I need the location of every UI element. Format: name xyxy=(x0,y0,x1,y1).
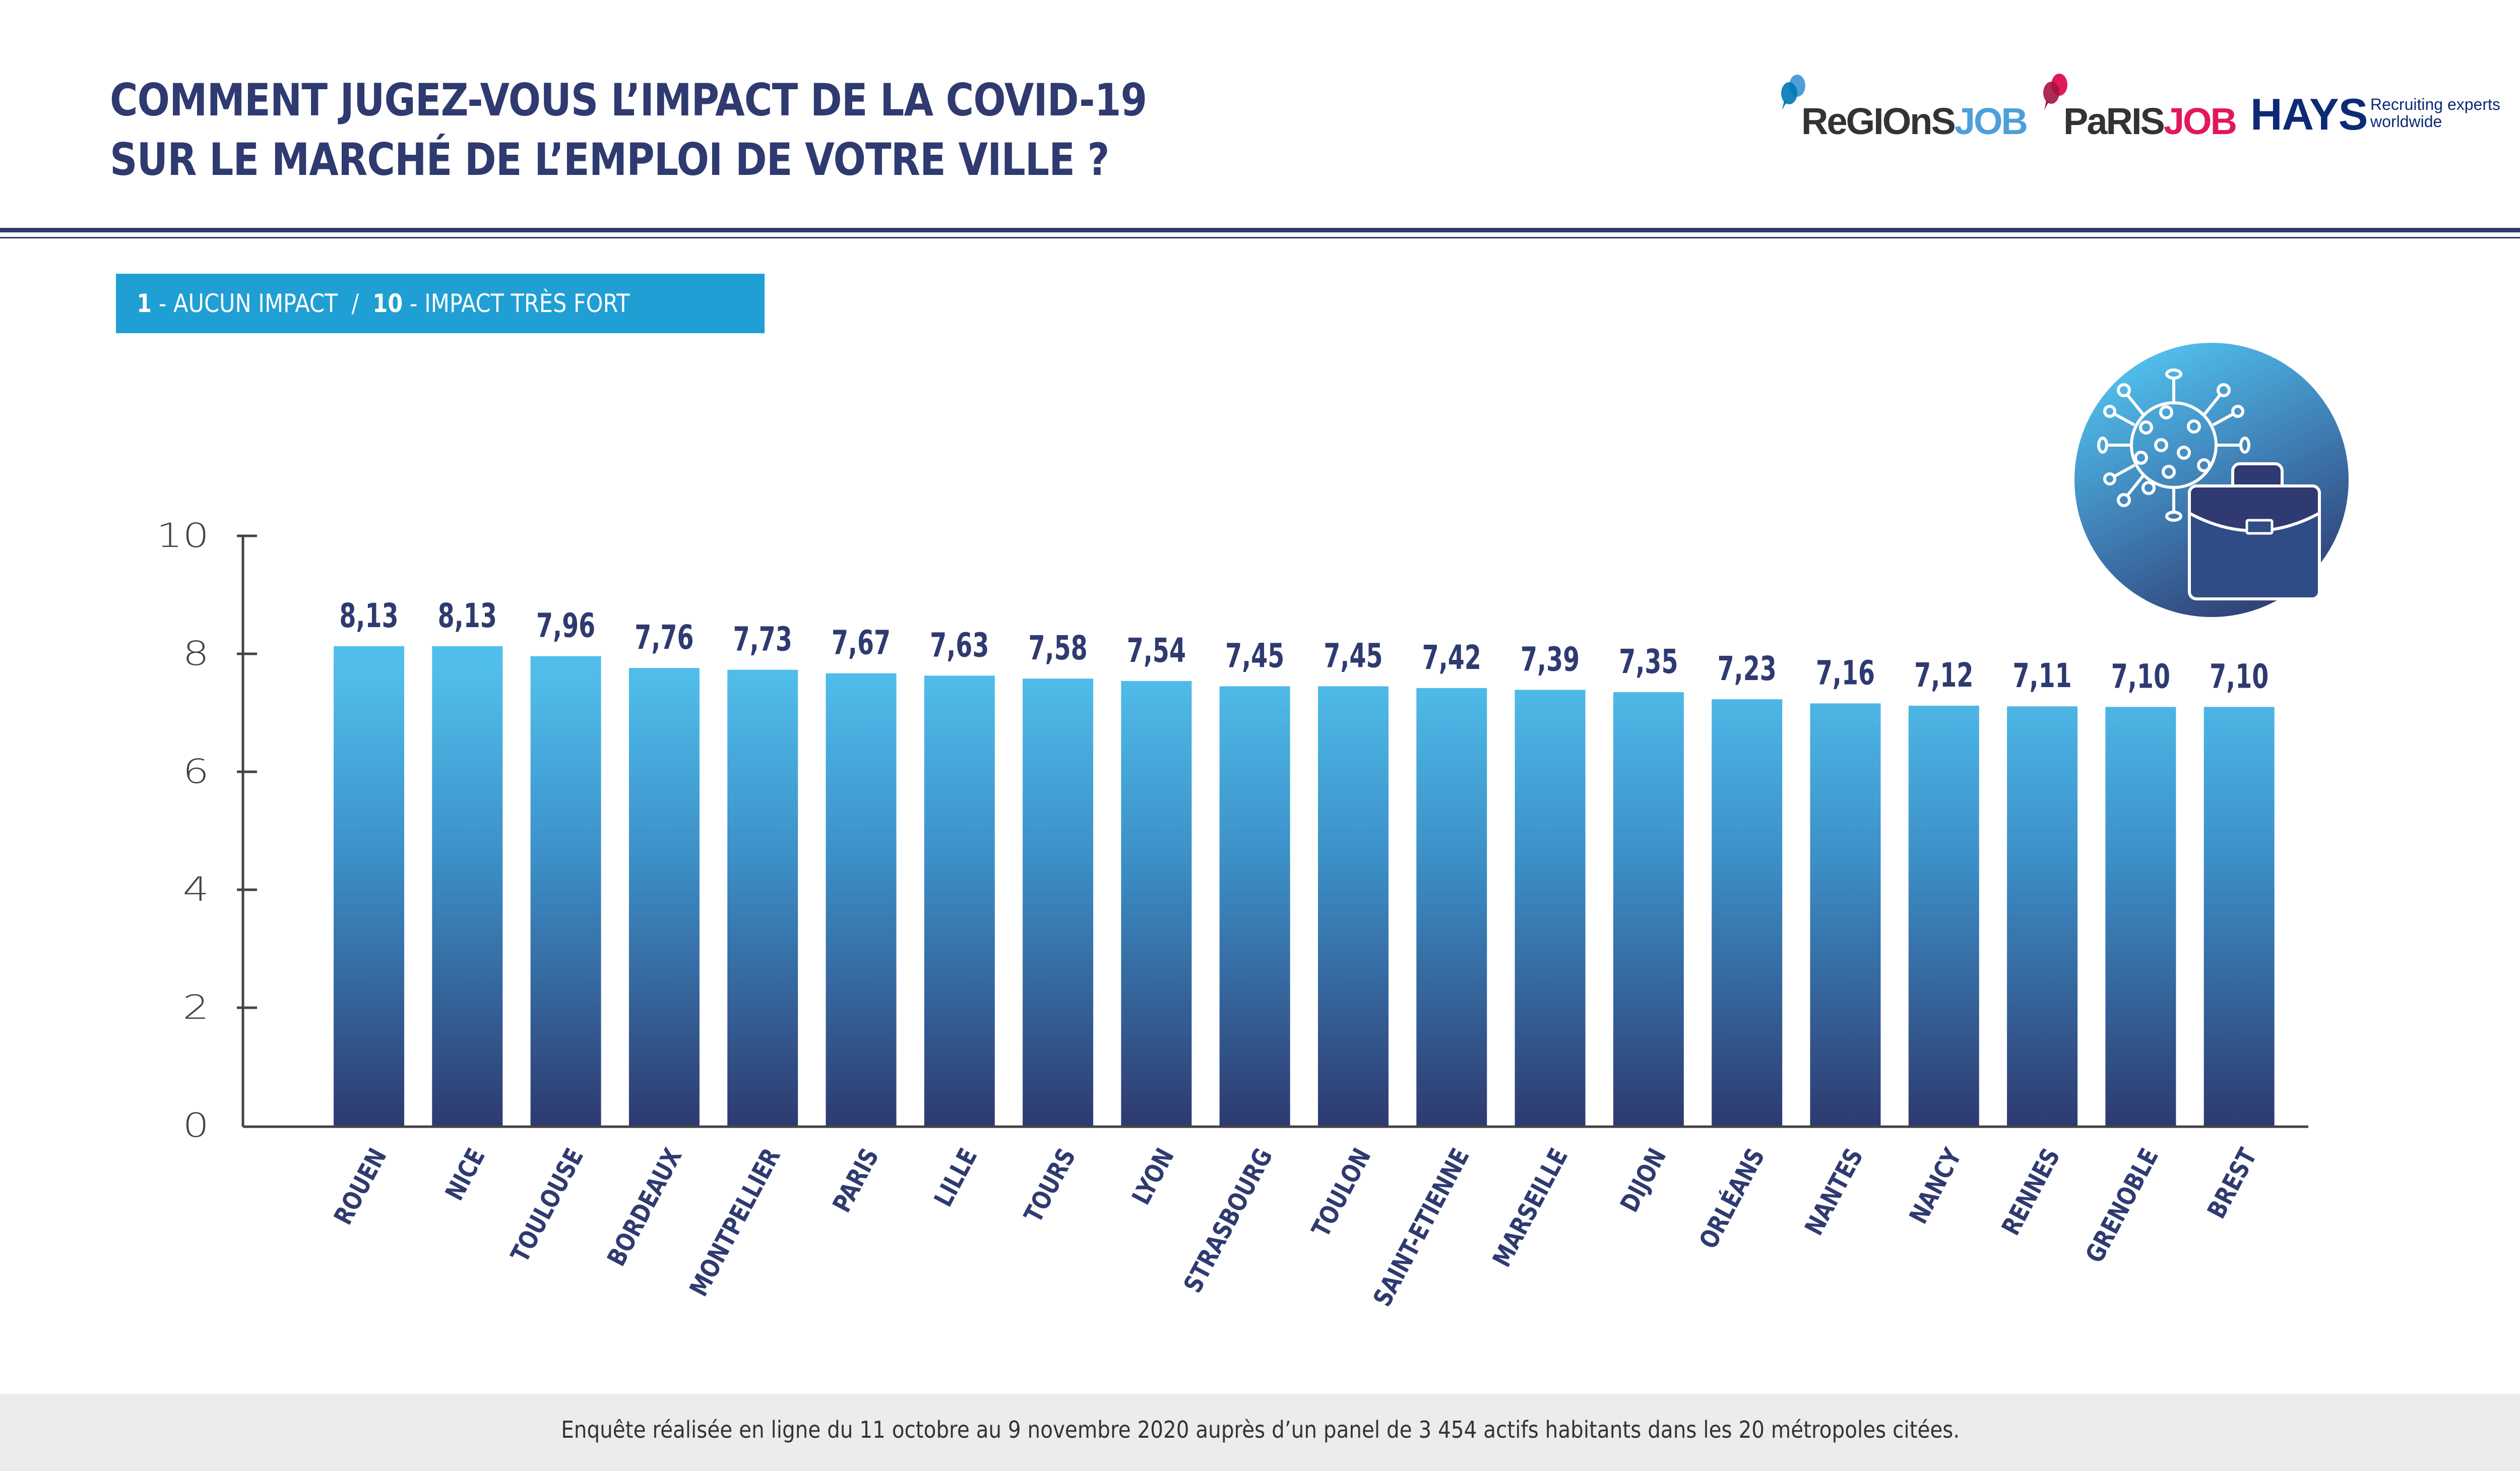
bar-paris xyxy=(826,673,897,1126)
bar-brest xyxy=(2203,707,2275,1126)
speech-bubbles-icon xyxy=(2043,74,2067,110)
regionsjob-logo-part1: ReGIOnS xyxy=(1801,100,1956,142)
value-label: 7,23 xyxy=(1718,649,1777,688)
bar-dijon xyxy=(1613,692,1684,1126)
x-tick-label: ORLÉANS xyxy=(1693,1143,1771,1254)
footer: Enquête réalisée en ligne du 11 octobre … xyxy=(0,1394,2520,1471)
bar-montpellier xyxy=(727,669,798,1126)
scale-low-label: - AUCUN IMPACT / xyxy=(152,289,373,318)
value-label: 7,63 xyxy=(930,626,989,664)
x-tick-label: TOULON xyxy=(1306,1143,1376,1242)
value-label: 7,10 xyxy=(2111,657,2170,696)
value-label: 7,10 xyxy=(2210,657,2269,696)
bar-tours xyxy=(1023,679,1094,1126)
speech-bubbles-icon xyxy=(1781,75,1805,110)
briefcase-icon xyxy=(2188,462,2321,600)
value-label: 7,67 xyxy=(832,624,891,662)
value-label: 7,11 xyxy=(2012,656,2071,695)
survey-note: Enquête réalisée en ligne du 11 octobre … xyxy=(560,1416,1960,1443)
value-label: 7,96 xyxy=(536,606,595,645)
scale-legend-badge: 1 - AUCUN IMPACT / 10 - IMPACT TRÈS FORT xyxy=(116,274,765,333)
value-label: 7,16 xyxy=(1816,653,1875,692)
partner-logos: ReGIOnSJOB PaRISJOB HAYS Recruiting expe… xyxy=(1774,71,2510,142)
bar-toulon xyxy=(1318,686,1389,1126)
x-tick-label: DIJON xyxy=(1615,1143,1672,1216)
y-tick-label: 8 xyxy=(183,634,209,673)
x-tick-label: NANCY xyxy=(1904,1143,1968,1229)
parisjob-logo-part2: JOB xyxy=(2163,100,2237,142)
x-tick-label: STRASBOURG xyxy=(1178,1143,1278,1297)
value-label: 7,39 xyxy=(1521,640,1580,679)
x-tick-label: ROUEN xyxy=(328,1143,392,1229)
bar-marseille xyxy=(1515,690,1586,1126)
virus-briefcase-icon xyxy=(2070,337,2353,619)
value-label: 7,45 xyxy=(1324,637,1382,676)
x-tick-label: GRENOBLE xyxy=(2080,1143,2164,1267)
y-tick-label: 0 xyxy=(183,1106,209,1145)
x-tick-label: RENNES xyxy=(1996,1143,2065,1240)
x-tick-label: NICE xyxy=(439,1143,491,1205)
header-divider-thin xyxy=(0,237,2520,238)
hays-tagline: Recruiting experts worldwide xyxy=(2370,96,2500,130)
x-tick-label: LYON xyxy=(1126,1143,1180,1209)
bar-lille xyxy=(924,676,995,1126)
hays-logo-word: HAYS xyxy=(2250,89,2368,139)
value-label: 7,76 xyxy=(635,618,694,657)
bar-grenoble xyxy=(2105,707,2176,1126)
x-tick-label: NANTES xyxy=(1799,1143,1869,1240)
header-divider-thick xyxy=(0,228,2520,232)
bar-bordeaux xyxy=(628,668,700,1126)
title-line-2: SUR LE MARCHÉ DE L’EMPLOI DE VOTRE VILLE… xyxy=(110,134,1109,186)
parisjob-logo-part1: PaRIS xyxy=(2063,100,2165,142)
virus-icon xyxy=(2097,369,2250,522)
value-label: 7,35 xyxy=(1619,642,1678,681)
bar-nancy xyxy=(1908,705,1979,1126)
scale-high-value: 10 xyxy=(372,289,403,318)
bar-rouen xyxy=(334,646,404,1126)
x-tick-label: MARSEILLE xyxy=(1487,1143,1573,1271)
bar-saint-etienne xyxy=(1416,688,1487,1126)
value-label: 7,12 xyxy=(1914,656,1973,695)
value-label: 7,42 xyxy=(1422,638,1481,677)
y-tick-label: 10 xyxy=(156,516,209,555)
bar-toulouse xyxy=(530,656,601,1126)
bar-nantes xyxy=(1810,703,1881,1126)
bar-nice xyxy=(432,646,503,1126)
value-label: 7,73 xyxy=(733,620,792,659)
x-tick-label: BREST xyxy=(2202,1143,2263,1223)
x-tick-label: SAINT-ETIENNE xyxy=(1367,1143,1475,1311)
bar-orléans xyxy=(1712,699,1783,1126)
hays-tagline-line2: worldwide xyxy=(2370,112,2442,131)
value-label: 7,58 xyxy=(1028,629,1087,667)
bar-strasbourg xyxy=(1219,686,1290,1126)
x-tick-label: TOURS xyxy=(1019,1143,1082,1227)
scale-high-label: - IMPACT TRÈS FORT xyxy=(403,289,630,318)
page-title: COMMENT JUGEZ-VOUS L’IMPACT DE LA COVID-… xyxy=(110,71,1147,190)
title-line-1: COMMENT JUGEZ-VOUS L’IMPACT DE LA COVID-… xyxy=(110,74,1147,126)
scale-low-value: 1 xyxy=(137,289,152,318)
bar-lyon xyxy=(1121,681,1192,1126)
y-tick-label: 4 xyxy=(183,870,209,909)
y-tick-label: 6 xyxy=(183,752,209,791)
x-tick-label: MONTPELLIER xyxy=(684,1143,786,1301)
x-tick-label: LILLE xyxy=(928,1143,983,1211)
hays-tagline-line1: Recruiting experts xyxy=(2370,95,2500,113)
regionsjob-logo-part2: JOB xyxy=(1954,100,2028,142)
value-label: 8,13 xyxy=(339,596,398,635)
bar-rennes xyxy=(2007,706,2078,1126)
value-label: 7,45 xyxy=(1225,637,1284,676)
x-tick-label: PARIS xyxy=(827,1143,885,1217)
x-tick-label: BORDEAUX xyxy=(602,1143,688,1270)
y-tick-label: 2 xyxy=(183,988,209,1027)
value-label: 8,13 xyxy=(438,596,497,635)
x-tick-label: TOULOUSE xyxy=(505,1143,589,1267)
value-label: 7,54 xyxy=(1127,631,1186,670)
